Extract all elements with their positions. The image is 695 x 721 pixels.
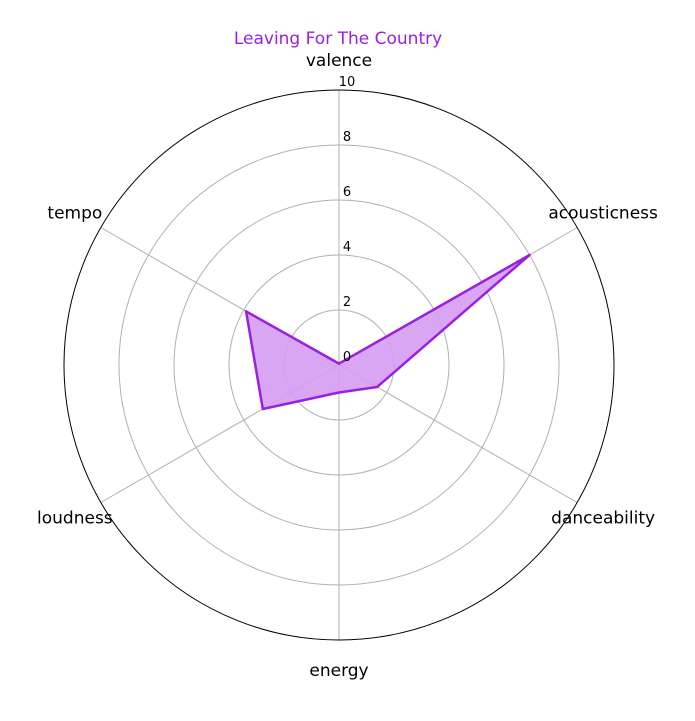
r-tick-label-10: 10	[339, 75, 356, 90]
chart-title: Leaving For The Country	[234, 29, 442, 49]
data-point-loudness	[261, 407, 264, 411]
axis-label-tempo: tempo	[47, 204, 102, 224]
data-point-valence	[337, 362, 341, 365]
r-tick-label-2: 2	[343, 295, 351, 310]
spoke-danceability	[338, 364, 578, 503]
axis-label-loudness: loudness	[37, 509, 113, 529]
r-tick-label-6: 6	[343, 185, 351, 200]
data-point-energy	[337, 391, 341, 394]
axis-label-valence: valence	[306, 51, 372, 71]
data-point-danceability	[375, 385, 379, 389]
axis-label-danceability: danceability	[551, 509, 655, 529]
r-tick-label-0: 0	[343, 350, 351, 365]
data-point-tempo	[244, 310, 248, 313]
r-tick-label-8: 8	[343, 130, 351, 145]
axis-label-acousticness: acousticness	[548, 204, 658, 224]
label-layer: 0 2 4 6 8 10 valence acousticness danceability en…	[37, 51, 658, 681]
grid-layer	[63, 89, 615, 641]
data-layer	[244, 253, 531, 411]
series-area	[246, 255, 530, 409]
axis-label-energy: energy	[309, 661, 368, 681]
outer-frame	[63, 89, 615, 641]
r-tick-label-4: 4	[343, 240, 351, 255]
data-point-acousticness	[528, 253, 531, 257]
